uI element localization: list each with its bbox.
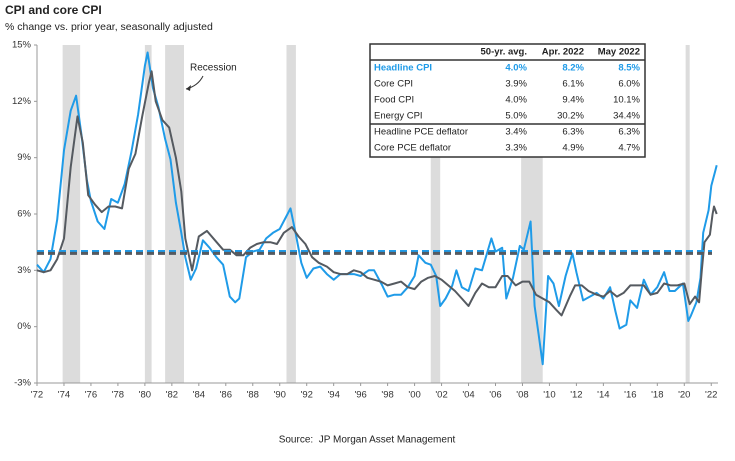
table-row-label: Core PCE deflator <box>374 143 451 154</box>
x-tick-label: '94 <box>327 390 339 401</box>
table-cell: 8.5% <box>618 63 640 74</box>
x-tick-label: '22 <box>705 390 717 401</box>
table-row-label: Headline PCE deflator <box>374 127 468 138</box>
stats-table: 50-yr. avg. Apr. 2022 May 2022 Headline CPI… <box>369 43 646 158</box>
table-cell: 4.7% <box>618 143 640 154</box>
x-tick-label: '06 <box>489 390 501 401</box>
x-tick-label: '90 <box>274 390 286 401</box>
y-tick-label: -3% <box>14 378 31 389</box>
x-tick-label: '72 <box>31 390 43 401</box>
annotation: Recession <box>190 63 237 74</box>
table-cell: 6.0% <box>618 79 640 90</box>
table-header: Apr. 2022 <box>542 47 584 58</box>
table-cell: 6.1% <box>562 79 584 90</box>
table-cell: 3.9% <box>505 79 527 90</box>
x-tick-label: '88 <box>247 390 259 401</box>
y-tick-label: 0% <box>17 321 31 332</box>
recession-band <box>62 45 81 383</box>
x-tick-label: '76 <box>85 390 97 401</box>
table-cell: 3.4% <box>505 127 527 138</box>
x-tick-label: '78 <box>112 390 124 401</box>
x-tick-label: '18 <box>651 390 663 401</box>
table-header: May 2022 <box>598 47 640 58</box>
x-tick-label: '00 <box>408 390 420 401</box>
x-tick-label: '20 <box>678 390 690 401</box>
x-tick-label: '86 <box>220 390 232 401</box>
x-tick-label: '14 <box>597 390 609 401</box>
table-cell: 10.1% <box>613 95 640 106</box>
table-header: 50-yr. avg. <box>481 47 527 58</box>
recession-band <box>685 45 690 383</box>
y-tick-label: 9% <box>17 152 31 163</box>
table-cell: 34.4% <box>613 111 640 122</box>
x-tick-label: '96 <box>354 390 366 401</box>
x-tick-label: '04 <box>462 390 474 401</box>
y-tick-label: 6% <box>17 209 31 220</box>
x-tick-label: '84 <box>193 390 205 401</box>
table-box <box>369 43 646 158</box>
source: Source: JP Morgan Asset Management <box>279 435 456 446</box>
table-cell: 3.3% <box>505 143 527 154</box>
recession-band <box>165 45 184 383</box>
table-cell: 30.2% <box>557 111 584 122</box>
recession-band <box>144 45 152 383</box>
chart-title: CPI and core CPI <box>5 3 102 17</box>
x-tick-label: '10 <box>543 390 555 401</box>
recession-band <box>430 45 441 383</box>
table-cell: 4.9% <box>562 143 584 154</box>
x-tick-label: '82 <box>166 390 178 401</box>
x-tick-label: '02 <box>435 390 447 401</box>
plot: -3% 0% 3% 6% 9% 12% 15% '72 '74 '76 '78 '80 '82 '84 '8… <box>12 40 718 401</box>
y-tick-label: 15% <box>12 40 32 51</box>
table-cell: 5.0% <box>505 111 527 122</box>
table-cell: 6.3% <box>562 127 584 138</box>
table-cell: 8.2% <box>562 63 584 74</box>
y-tick-label: 12% <box>12 96 32 107</box>
chart-subtitle: % change vs. prior year, seasonally adju… <box>5 21 213 33</box>
x-tick-label: '98 <box>381 390 393 401</box>
x-tick-label: '12 <box>570 390 582 401</box>
table-cell: 4.0% <box>505 63 527 74</box>
table-row-label: Food CPI <box>374 95 414 106</box>
table-cell: 6.3% <box>618 127 640 138</box>
y-tick-label: 3% <box>17 265 31 276</box>
series-line <box>36 70 718 317</box>
arrow-head <box>186 85 191 91</box>
x-tick-label: '92 <box>301 390 313 401</box>
table-row-label: Energy CPI <box>374 111 423 122</box>
table-cell: 4.0% <box>505 95 527 106</box>
x-tick-label: '80 <box>139 390 151 401</box>
table-row-label: Headline CPI <box>374 63 432 74</box>
x-tick-label: '08 <box>516 390 528 401</box>
table-cell: 9.4% <box>562 95 584 106</box>
x-tick-label: '16 <box>624 390 636 401</box>
x-tick-label: '74 <box>58 390 70 401</box>
table-row-label: Core CPI <box>374 79 413 90</box>
